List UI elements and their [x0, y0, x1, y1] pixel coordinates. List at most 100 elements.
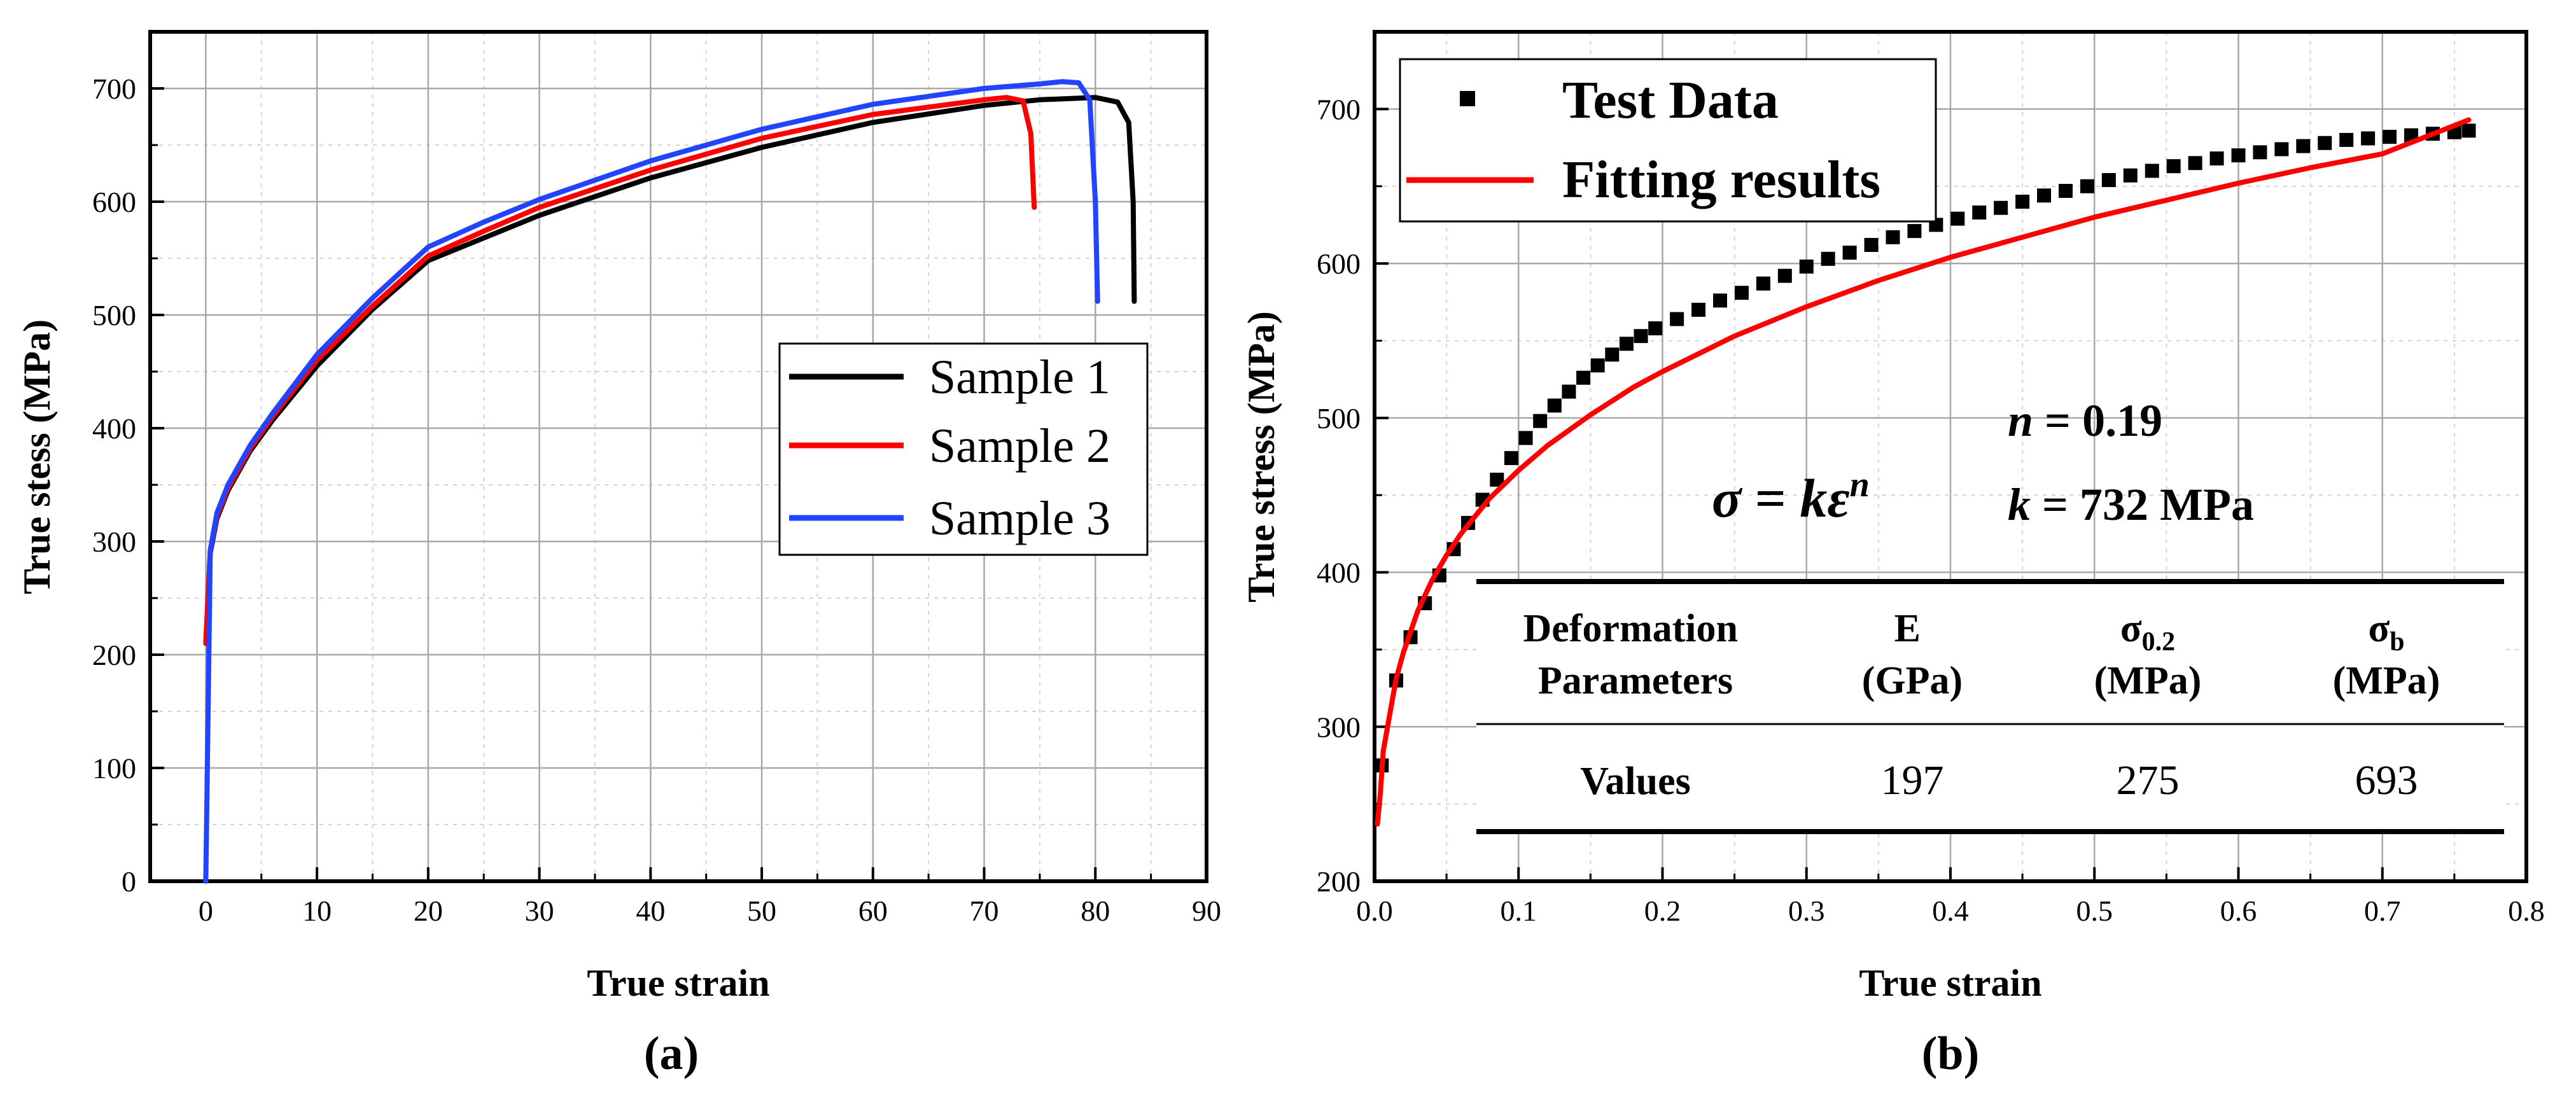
- table-background: [1476, 579, 2504, 833]
- n-value-annotation: n = 0.19: [2008, 395, 2162, 446]
- data-point-test-data: [2209, 151, 2224, 166]
- table-header-sigmab: σb: [2368, 607, 2404, 657]
- data-point-test-data: [1691, 302, 1706, 317]
- panel-a-y-tick-label: 700: [92, 73, 136, 105]
- panel-a-label: (a): [644, 1028, 699, 1080]
- data-point-test-data: [2231, 148, 2246, 163]
- legend-swatch-test-data: [1460, 91, 1475, 106]
- legend-entry-test-data: Test Data: [1460, 71, 1779, 130]
- panel-a-y-axis-label: True stess (MPa): [16, 319, 58, 594]
- data-point-test-data: [2461, 123, 2476, 138]
- k-val: 732: [2080, 479, 2148, 530]
- panel-b-x-tick-label: 0.3: [1788, 895, 1825, 927]
- data-point-test-data: [1670, 312, 1684, 326]
- data-point-test-data: [1994, 200, 2008, 215]
- table-header-sigma02-base: σ: [2120, 607, 2142, 650]
- legend-label-sample-3: Sample 3: [929, 492, 1110, 545]
- panel-b-x-tick-label: 0.2: [1644, 895, 1681, 927]
- panel-a-tick-labels: 0 10 20 30 40 50 60 70 80 90 0 100 200 300 400 500 600 70…: [92, 73, 1221, 927]
- panel-a-y-tick-label: 500: [92, 299, 136, 331]
- data-point-test-data: [2166, 159, 2181, 174]
- table-header-e: E (GPa): [1862, 607, 1963, 702]
- legend-entry-fitting-results: Fitting results: [1406, 150, 1880, 209]
- panel-b-x-tick-label: 0.5: [2076, 895, 2113, 927]
- series-line-sample-3: [203, 79, 1100, 884]
- table-header-e-symbol: E: [1894, 607, 1921, 650]
- panel-b-y-tick-label: 200: [1317, 865, 1361, 898]
- data-point-test-data: [2253, 145, 2267, 160]
- data-point-test-data: [1799, 259, 1814, 274]
- table-row-label: Values: [1580, 760, 1690, 803]
- data-point-test-data: [1842, 246, 1857, 260]
- panel-a-legend: Sample 1 Sample 2 Sample 3: [778, 342, 1149, 556]
- data-point-test-data: [2101, 173, 2116, 188]
- panel-a-y-tick-label: 0: [122, 865, 136, 898]
- table-header-sigma02-sub: 0.2: [2142, 627, 2176, 657]
- panel-b-y-tick-label: 300: [1317, 711, 1361, 743]
- data-point-test-data: [2037, 188, 2052, 203]
- panel-a-y-tick-label: 400: [92, 412, 136, 445]
- panel-a-x-tick-label: 30: [525, 895, 554, 927]
- data-point-test-data: [1590, 358, 1605, 373]
- k-eq: =: [2031, 479, 2080, 530]
- data-point-test-data: [2318, 136, 2332, 150]
- table-header-sigma02: σ0.2: [2120, 607, 2175, 657]
- panel-b-y-tick-label: 600: [1317, 248, 1361, 280]
- panel-a-x-tick-label: 0: [199, 895, 213, 927]
- table-cell-sigma02: 275: [2117, 757, 2180, 804]
- legend-entry-sample-3: Sample 3: [789, 492, 1110, 545]
- n-var: n: [2008, 395, 2033, 446]
- data-point-test-data: [2361, 131, 2376, 146]
- data-point-test-data: [1756, 276, 1770, 291]
- data-point-test-data: [1634, 329, 1648, 344]
- panel-b-ticks: [1373, 31, 2528, 882]
- panel-a-x-tick-label: 90: [1192, 895, 1221, 927]
- data-point-test-data: [1648, 321, 1663, 336]
- data-point-test-data: [1886, 230, 1900, 244]
- equation-eps: ε: [1827, 468, 1849, 529]
- data-point-test-data: [2080, 179, 2094, 193]
- k-unit: MPa: [2148, 479, 2254, 530]
- legend-label-sample-2: Sample 2: [929, 419, 1110, 473]
- legend-label-sample-1: Sample 1: [929, 351, 1110, 404]
- legend-label-test-data: Test Data: [1562, 71, 1779, 130]
- panel-a-y-tick-label: 600: [92, 186, 136, 218]
- n-eq: =: [2033, 395, 2082, 446]
- panel-b-y-axis-label: True stress (MPa): [1240, 311, 1282, 603]
- panel-b-legend: Test Data Fitting results: [1399, 58, 1937, 223]
- data-point-test-data: [1518, 431, 1533, 445]
- data-point-test-data: [2188, 156, 2202, 171]
- panel-a-x-tick-label: 20: [414, 895, 443, 927]
- panel-b-y-tick-label: 700: [1317, 93, 1361, 125]
- table-header-parameters-line1: Deformation: [1523, 607, 1738, 650]
- data-point-test-data: [2015, 195, 2030, 209]
- panel-b-tick-labels: 0.0 0.1 0.2 0.3 0.4 0.5 0.6 0.7 0.8 200 300 400 500 6…: [1317, 93, 2545, 927]
- legend-entry-sample-1: Sample 1: [789, 351, 1110, 404]
- panel-a-y-tick-label: 200: [92, 639, 136, 671]
- panel-a-x-tick-label: 80: [1081, 895, 1110, 927]
- table-header-sigmab-sub: b: [2390, 627, 2404, 657]
- equation-lhs: σ: [1712, 468, 1743, 529]
- data-point-test-data: [1490, 472, 1504, 487]
- panel-b-y-tick-label: 500: [1317, 402, 1361, 435]
- table-header-sigmab-unit: (MPa): [2333, 659, 2440, 702]
- data-point-test-data: [2383, 130, 2397, 144]
- n-val: 0.19: [2082, 395, 2162, 446]
- data-point-test-data: [2339, 132, 2354, 147]
- panel-b-x-tick-label: 0.0: [1356, 895, 1393, 927]
- data-point-test-data: [2059, 184, 2073, 199]
- data-point-test-data: [1713, 293, 1727, 308]
- data-point-test-data: [1562, 384, 1576, 399]
- data-point-test-data: [1547, 398, 1562, 413]
- data-point-test-data: [2274, 142, 2289, 157]
- panel-b-series: [1375, 117, 2476, 827]
- panel-b-x-tick-label: 0.6: [2220, 895, 2257, 927]
- table-header-parameters-line2: Parameters: [1538, 659, 1733, 702]
- panel-b-x-tick-label: 0.4: [1932, 895, 1969, 927]
- data-point-test-data: [1950, 211, 1965, 226]
- panel-a-x-tick-label: 40: [636, 895, 665, 927]
- panel-a-y-tick-label: 300: [92, 526, 136, 558]
- panel-b-chart: 0.0 0.1 0.2 0.3 0.4 0.5 0.6 0.7 0.8 200 300 400 500 6…: [1240, 30, 2545, 1080]
- data-point-test-data: [1504, 450, 1518, 465]
